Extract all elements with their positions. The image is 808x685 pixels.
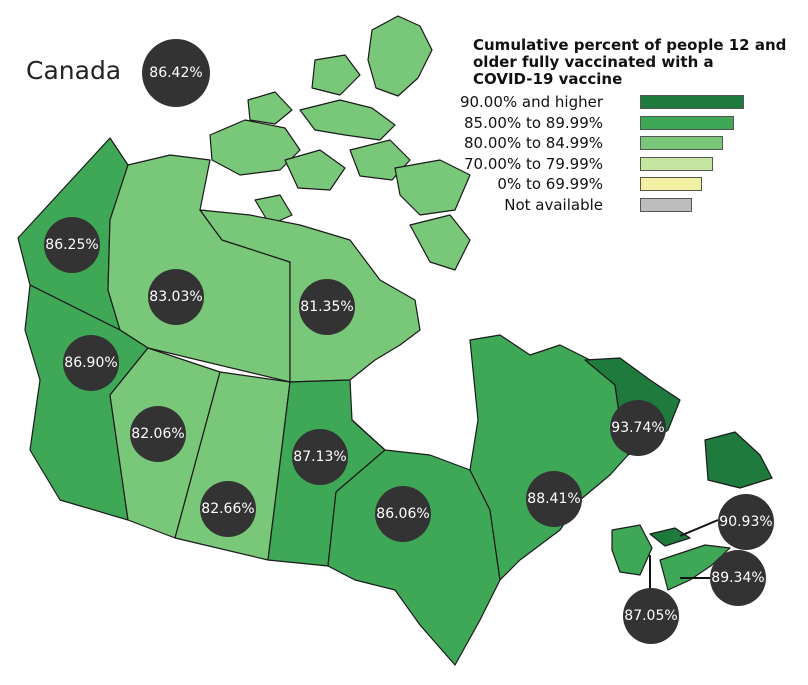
leader-lines	[649, 519, 719, 590]
value-badge-circle	[718, 494, 774, 550]
value-badge-circle	[610, 400, 666, 456]
value-badge-manitoba: 87.13%	[292, 429, 348, 485]
legend-items: 90.00% and higher 85.00% to 89.99% 80.00% …	[460, 92, 803, 216]
value-badge-label: 86.25%	[45, 237, 98, 253]
value-badge-circle	[44, 217, 100, 273]
value-badge-new-brunswick: 87.05%	[623, 588, 679, 644]
value-badge-label: 93.74%	[611, 420, 664, 436]
value-badge-yukon: 86.25%	[44, 217, 100, 273]
value-badge-ontario: 86.06%	[375, 486, 431, 542]
legend-item: 80.00% to 84.99%	[464, 133, 803, 154]
value-badge-circle	[710, 550, 766, 606]
value-badge-circle	[375, 486, 431, 542]
value-badge-label: 83.03%	[149, 289, 202, 305]
legend-item-label: Not available	[504, 195, 603, 214]
value-badge-prince-edward-island: 90.93%	[718, 494, 774, 550]
value-badge-nova-scotia: 89.34%	[710, 550, 766, 606]
value-badge-label: 87.05%	[624, 608, 677, 624]
value-badge-label: 86.42%	[149, 65, 202, 81]
value-badge-circle	[142, 39, 210, 107]
value-badge-circle	[200, 481, 256, 537]
value-badge-saskatchewan: 82.66%	[200, 481, 256, 537]
legend-swatch	[640, 177, 703, 191]
legend-item-label: 0% to 69.99%	[497, 175, 603, 193]
value-badge-label: 86.90%	[64, 355, 117, 371]
region-quebec	[469, 334, 629, 581]
value-badge-circle	[526, 471, 582, 527]
legend-title-line: older fully vaccinated with a	[473, 53, 714, 71]
region-ontario	[327, 419, 501, 666]
region-british-columbia	[24, 284, 149, 521]
legend-title: Cumulative percent of people 12 and olde…	[473, 37, 803, 88]
legend-item: 70.00% to 79.99%	[464, 154, 803, 175]
legend-item: 0% to 69.99%	[473, 174, 803, 195]
value-badge-northwest-territories: 83.03%	[148, 269, 204, 325]
value-badge-circle	[299, 279, 355, 335]
map-title: Canada	[26, 56, 122, 85]
arctic-islands	[209, 15, 471, 271]
value-badge-circle	[130, 406, 186, 462]
value-badge-label: 81.35%	[300, 299, 353, 315]
value-badge-circle	[148, 269, 204, 325]
legend-item: Not available	[473, 195, 803, 216]
value-badge-british-columbia: 86.90%	[63, 335, 119, 391]
legend-swatch	[640, 115, 734, 130]
legend-item: 90.00% and higher	[460, 92, 803, 113]
legend-item-label: 90.00% and higher	[459, 93, 603, 111]
national-value-badge: 86.42%	[142, 39, 210, 107]
region-new-brunswick	[611, 524, 653, 576]
value-badge-label: 87.13%	[293, 449, 346, 465]
legend-title-line: Cumulative percent of people 12 and	[473, 36, 787, 54]
value-badges: 86.25% 83.03% 81.35% 86.90% 82.06% 82.66% 87.1…	[44, 39, 774, 644]
legend-title-line: COVID-19 vaccine	[473, 70, 623, 88]
legend-swatch	[640, 95, 744, 109]
legend-swatch	[640, 156, 713, 171]
value-badge-circle	[63, 335, 119, 391]
value-badge-circle	[292, 429, 348, 485]
value-badge-alberta: 82.06%	[130, 406, 186, 462]
value-badge-circle	[623, 588, 679, 644]
value-badge-nunavut: 81.35%	[299, 279, 355, 335]
value-badge-newfoundland-and-labrador: 93.74%	[610, 400, 666, 456]
region-pei	[649, 527, 691, 547]
value-badge-label: 88.41%	[527, 491, 580, 507]
value-badge-quebec: 88.41%	[526, 471, 582, 527]
value-badge-label: 86.06%	[376, 506, 429, 522]
legend-item: 85.00% to 89.99%	[464, 113, 803, 134]
legend-item-label: 85.00% to 89.99%	[464, 113, 603, 132]
value-badge-label: 82.06%	[131, 426, 184, 442]
value-badge-label: 89.34%	[711, 570, 764, 586]
region-nova-scotia	[659, 544, 731, 591]
legend-item-label: 80.00% to 84.99%	[464, 134, 603, 152]
value-badge-label: 82.66%	[201, 501, 254, 517]
legend: Cumulative percent of people 12 and olde…	[460, 37, 803, 216]
legend-swatch	[640, 136, 724, 150]
legend-item-label: 70.00% to 79.99%	[464, 154, 603, 173]
legend-swatch	[640, 197, 692, 212]
value-badge-label: 90.93%	[719, 514, 772, 530]
